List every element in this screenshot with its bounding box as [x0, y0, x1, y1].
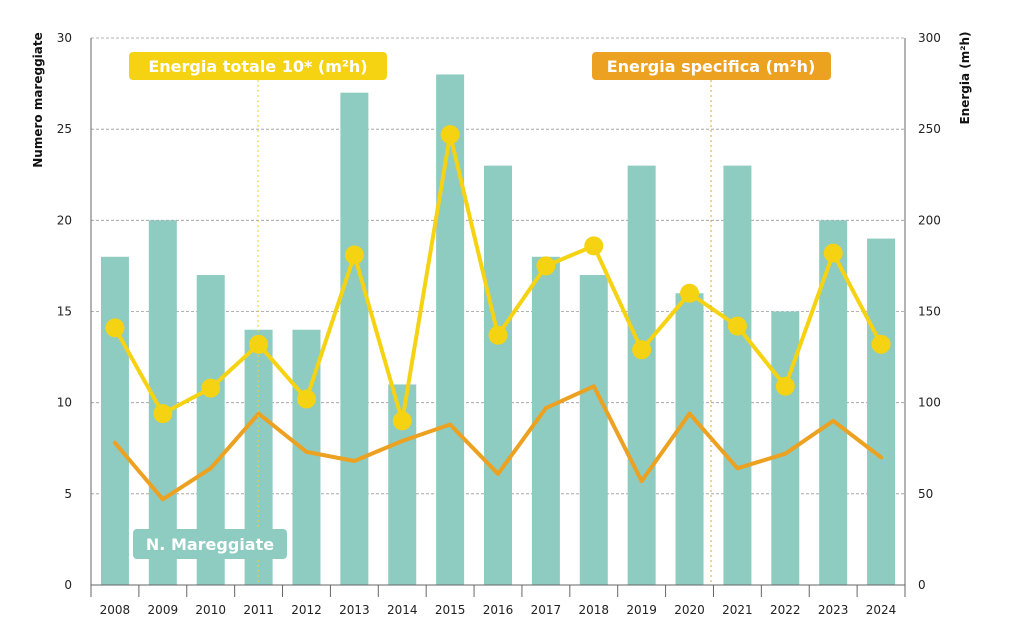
- legend-box-energia-totale: [129, 52, 387, 80]
- y-axis-title-right: Energia (m²h): [958, 31, 972, 124]
- bar-2013: [340, 92, 369, 585]
- bar-2015: [436, 74, 465, 585]
- x-tick-2011: 2011: [243, 603, 274, 617]
- bar-2009: [148, 220, 177, 586]
- x-tick-2019: 2019: [626, 603, 657, 617]
- legend-energia-specifica: Energia specifica (m²h): [592, 52, 831, 585]
- x-tick-2020: 2020: [674, 603, 705, 617]
- y-tick-right-50: 50: [918, 487, 933, 501]
- y-tick-right-0: 0: [918, 578, 926, 592]
- bar-2020: [675, 293, 704, 585]
- y-tick-left-30: 30: [57, 31, 72, 45]
- y-tick-left-20: 20: [57, 213, 72, 227]
- y-axis-title-left: Numero mareggiate: [31, 32, 45, 168]
- point-energia-totale-2018: [584, 236, 604, 256]
- x-tick-2016: 2016: [483, 603, 514, 617]
- y-tick-left-15: 15: [57, 305, 72, 319]
- point-energia-totale-2008: [105, 318, 125, 338]
- point-energia-totale-2011: [249, 334, 269, 354]
- point-energia-totale-2020: [680, 283, 700, 303]
- point-energia-totale-2024: [871, 334, 891, 354]
- bar-2008: [100, 256, 129, 585]
- y-tick-right-250: 250: [918, 122, 941, 136]
- legend-label-energia-totale: Energia totale 10* (m²h): [148, 57, 367, 76]
- bar-2016: [484, 165, 512, 585]
- point-energia-totale-2013: [344, 245, 364, 265]
- y-tick-left-5: 5: [64, 487, 72, 501]
- axes: [90, 38, 906, 597]
- x-tick-2009: 2009: [148, 603, 179, 617]
- x-tick-2021: 2021: [722, 603, 753, 617]
- x-tick-2013: 2013: [339, 603, 370, 617]
- y-tick-left-25: 25: [57, 122, 72, 136]
- legend-energia-totale: Energia totale 10* (m²h): [129, 52, 387, 585]
- x-tick-2018: 2018: [578, 603, 609, 617]
- line-energia-specifica: [112, 384, 884, 502]
- point-energia-totale-2023: [823, 243, 843, 263]
- y-tick-right-150: 150: [918, 305, 941, 319]
- point-energia-totale-2009: [153, 404, 173, 424]
- y-tick-right-200: 200: [918, 213, 941, 227]
- point-energia-totale-2014: [392, 411, 412, 431]
- point-energia-totale-2022: [775, 376, 795, 396]
- x-tick-2022: 2022: [770, 603, 801, 617]
- y-tick-left-0: 0: [64, 578, 72, 592]
- point-energia-totale-2019: [632, 340, 652, 360]
- legend-label-energia-specifica: Energia specifica (m²h): [607, 57, 816, 76]
- point-energia-totale-2012: [296, 389, 316, 409]
- bar-2021: [723, 165, 752, 585]
- x-tick-2010: 2010: [195, 603, 226, 617]
- legend-mareggiate: N. Mareggiate: [133, 529, 287, 559]
- x-tick-2017: 2017: [531, 603, 562, 617]
- y-tick-right-300: 300: [918, 31, 941, 45]
- x-tick-2014: 2014: [387, 603, 418, 617]
- x-tick-2023: 2023: [818, 603, 849, 617]
- legend-box-mareggiate: [133, 529, 287, 559]
- legend-box-energia-specifica: [592, 52, 831, 80]
- point-energia-totale-2021: [727, 316, 747, 336]
- bar-2024: [867, 238, 896, 586]
- point-energia-totale-2016: [488, 325, 508, 345]
- y-tick-right-100: 100: [918, 396, 941, 410]
- y-tick-left-10: 10: [57, 396, 72, 410]
- point-energia-totale-2010: [201, 378, 221, 398]
- x-tick-2024: 2024: [866, 603, 897, 617]
- x-tick-2012: 2012: [291, 603, 322, 617]
- bar-2018: [579, 275, 608, 585]
- point-energia-totale-2015: [440, 125, 460, 145]
- legend-label-mareggiate: N. Mareggiate: [146, 535, 274, 554]
- x-tick-2015: 2015: [435, 603, 466, 617]
- line-series: [105, 125, 891, 502]
- x-tick-2008: 2008: [100, 603, 131, 617]
- point-energia-totale-2017: [536, 256, 556, 276]
- bar-2019: [627, 165, 656, 585]
